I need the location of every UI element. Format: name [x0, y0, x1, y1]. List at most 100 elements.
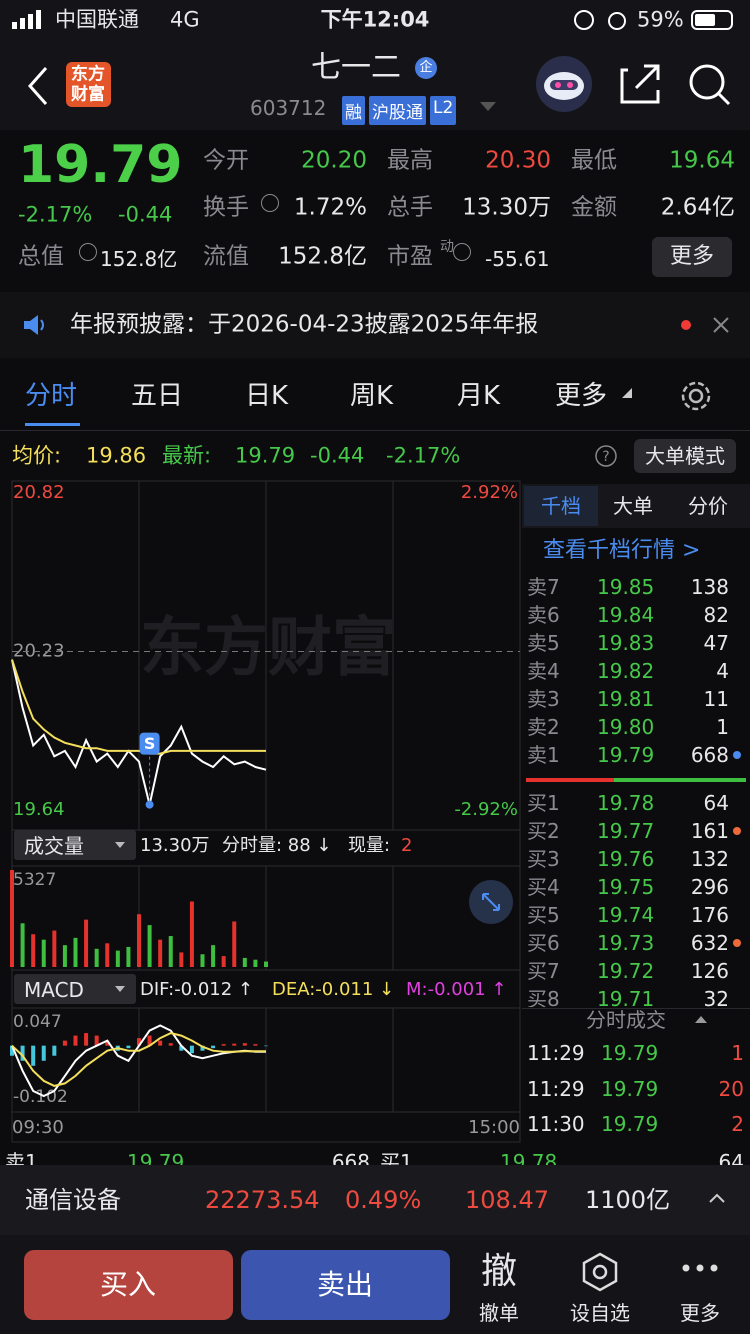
field-label: 流值 — [203, 243, 249, 270]
volume-bar — [20, 923, 25, 967]
volume-bar — [31, 934, 36, 967]
volume-bar — [115, 950, 120, 967]
macd-bar — [41, 1045, 46, 1061]
macd-bar — [94, 1035, 99, 1046]
book-volume: 1 — [716, 715, 729, 739]
battery-text: 59% — [637, 7, 684, 32]
volume-bar — [158, 939, 163, 967]
book-volume: 11 — [703, 687, 729, 711]
field-value: 1.72% — [293, 194, 367, 221]
volume-bar — [105, 943, 110, 967]
book-price: 19.71 — [597, 987, 655, 1007]
macd-bar — [31, 1045, 36, 1066]
tab[interactable]: 月K — [457, 381, 501, 411]
sell-button[interactable] — [241, 1250, 450, 1320]
tab[interactable]: 分时 — [25, 381, 78, 411]
sell-button-text[interactable]: 卖出 — [316, 1268, 374, 1301]
watch-text[interactable]: 设自选 — [570, 1301, 630, 1325]
book-volume: 138 — [690, 575, 729, 599]
field-value: 20.20 — [301, 147, 367, 174]
now-volume: 2 — [401, 835, 413, 856]
y-tick-label: 20.82 — [13, 482, 65, 503]
book-tab[interactable]: 千档 — [541, 494, 581, 518]
book-volume: 132 — [690, 847, 729, 871]
trade-price: 19.79 — [601, 1112, 659, 1136]
book-separator — [526, 778, 746, 782]
trade-volume: 1 — [731, 1041, 744, 1065]
watch-icon[interactable] — [580, 1252, 620, 1292]
macd-bar — [73, 1035, 78, 1046]
more-button[interactable] — [652, 237, 732, 277]
book-level: 卖1 — [527, 743, 560, 767]
expand-arrow[interactable] — [708, 1192, 726, 1204]
y-tick-label: 19.64 — [13, 799, 65, 820]
tab[interactable]: 五日 — [131, 381, 184, 411]
volume-bar — [242, 957, 247, 967]
field-label: 总手 — [387, 194, 433, 221]
trade-price: 19.79 — [601, 1076, 659, 1101]
trade-time: 11:30 — [527, 1112, 585, 1136]
book-price: 19.80 — [597, 715, 655, 739]
settings-icon[interactable] — [678, 378, 714, 414]
book-tab[interactable]: 大单 — [613, 494, 653, 518]
tab[interactable]: 日K — [245, 381, 289, 411]
tab[interactable]: 周K — [350, 381, 394, 411]
book-level: 卖2 — [527, 715, 560, 739]
more-button-text[interactable]: 更多 — [669, 244, 715, 269]
macd-m: M:-0.001 ↑ — [406, 979, 507, 1000]
tab[interactable]: 更多 — [555, 381, 608, 411]
cancel-text[interactable]: 撤单 — [479, 1301, 519, 1325]
notice-controls[interactable] — [680, 316, 734, 336]
sector-bar[interactable] — [0, 1165, 750, 1235]
cancel-icon[interactable]: 撤 — [480, 1251, 518, 1292]
badge: 企 — [415, 57, 437, 79]
info-icon[interactable] — [453, 243, 471, 261]
macd-bar — [189, 1045, 194, 1054]
dropdown[interactable] — [480, 102, 496, 112]
more-text[interactable]: 更多 — [680, 1301, 720, 1325]
header-icons[interactable] — [532, 52, 742, 116]
book-link[interactable]: 查看千档行情 > — [543, 538, 701, 563]
book-price: 19.78 — [597, 791, 655, 815]
book-level: 卖6 — [527, 603, 560, 627]
field-label: 最低 — [571, 147, 617, 174]
info-icon[interactable] — [261, 194, 279, 212]
trades-arrow[interactable] — [694, 1014, 708, 1024]
volume-bar — [94, 948, 99, 967]
more-icon[interactable] — [680, 1262, 720, 1274]
indicator-selector-text[interactable]: MACD — [24, 978, 84, 1002]
book-volume: 64 — [703, 791, 729, 815]
indicator-selector[interactable] — [14, 974, 136, 1004]
volume-total: 13.30万 — [140, 835, 210, 856]
volume-bar — [232, 921, 237, 967]
buy-button-text[interactable]: 买入 — [99, 1268, 157, 1301]
field-value: 152.8亿 — [278, 243, 367, 270]
trade-volume: 20 — [718, 1076, 744, 1101]
clock: 下午12:04 — [320, 7, 430, 32]
y-tick-label: 5327 — [13, 870, 56, 890]
mode-button[interactable] — [634, 439, 736, 473]
book-level: 买2 — [527, 819, 560, 843]
volume-selector-text[interactable]: 成交量 — [24, 834, 84, 858]
expand-button[interactable] — [468, 879, 514, 925]
book-level: 买7 — [527, 959, 560, 983]
field-value: 152.8亿 — [100, 247, 178, 271]
mode-button-text[interactable]: 大单模式 — [645, 444, 725, 468]
back-button[interactable] — [26, 66, 50, 106]
help-icon[interactable]: ? — [594, 444, 618, 468]
buy-button[interactable] — [24, 1250, 233, 1320]
trades-title: 分时成交 — [586, 1008, 666, 1032]
info-icon[interactable] — [79, 243, 97, 261]
macd-bar — [147, 1035, 152, 1046]
x-tick-label: 15:00 — [468, 1117, 520, 1138]
volume-selector[interactable] — [14, 830, 136, 860]
last-change-pct: -2.17% — [386, 443, 461, 468]
book-volume: 32 — [703, 987, 729, 1007]
macd-bar — [253, 1044, 258, 1046]
macd-bar — [221, 1044, 226, 1046]
line — [11, 1024, 266, 1098]
notice-text[interactable]: 年报预披露：于2026-04-23披露2025年年报 — [70, 311, 539, 338]
field-value: 13.30万 — [462, 194, 551, 221]
book-price: 19.73 — [597, 931, 655, 955]
book-tab[interactable]: 分价 — [688, 494, 728, 518]
